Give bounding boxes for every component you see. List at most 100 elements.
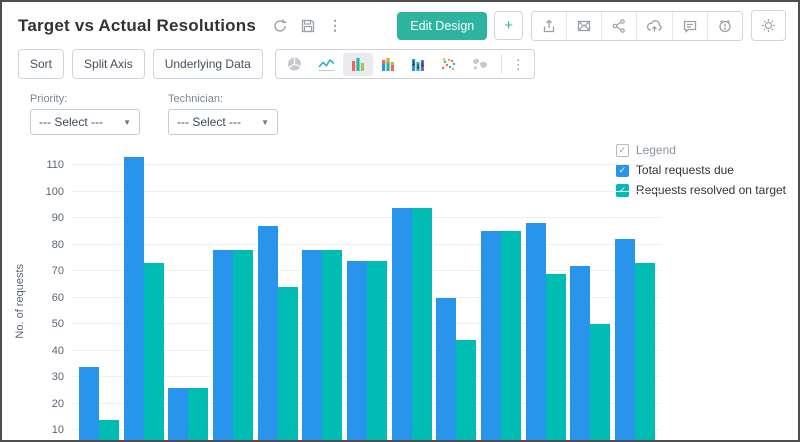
refresh-icon[interactable] [272,18,288,34]
bar[interactable] [391,207,412,440]
stacked-bar-chart-icon[interactable] [373,53,403,76]
cloud-upload-button[interactable] [636,11,672,40]
scatter-chart-icon[interactable] [433,53,464,76]
legend-title: Legend [635,143,676,157]
y-axis-title: No. of requests [14,263,26,339]
bar[interactable] [143,263,164,440]
bar-group [79,366,119,440]
bar[interactable] [322,249,343,440]
bar-group [436,297,477,440]
chart-type-divider [500,54,502,74]
legend-item[interactable]: ✓ Total requests due [615,163,786,177]
bar[interactable] [480,231,501,440]
bar[interactable] [212,249,233,440]
bars-row [72,157,662,440]
gear-icon [760,17,777,34]
bar[interactable] [590,324,611,440]
bar-group [480,231,521,440]
bar[interactable] [188,388,209,440]
y-axis-ticks: 0102030405060708090100110 [28,145,72,440]
plot-area: Jan 2018Feb 2018Mar 2018Apr 2018May 2018… [72,145,662,440]
bar[interactable] [545,273,566,440]
y-tick-label: 110 [46,159,64,171]
bar[interactable] [570,265,591,440]
chart-legend: ✓ Legend ✓ Total requests due ✓ Requests reso… [615,143,786,203]
bar[interactable] [411,207,432,440]
toolbar-buttons: Sort Split Axis Underlying Data [18,49,263,79]
y-tick-label: 80 [51,238,64,251]
bar[interactable] [456,340,477,440]
chevron-down-icon: ▼ [123,117,131,127]
bar[interactable] [123,157,144,440]
bar[interactable] [257,226,278,440]
toolbar-button-underlying-data[interactable]: Underlying Data [152,49,263,79]
filter-priority: Priority: --- Select --- ▼ [30,93,140,135]
toolbar-button-sort[interactable]: Sort [18,49,65,79]
share-button[interactable] [601,11,636,40]
series-checkbox[interactable]: ✓ [615,183,629,197]
filter-select-priority[interactable]: --- Select --- ▼ [30,109,140,135]
filter-select-technician[interactable]: --- Select --- ▼ [168,109,278,135]
bar[interactable] [634,263,655,440]
email-button[interactable] [566,11,601,40]
bar[interactable] [436,297,457,440]
alarm-button[interactable] [707,11,742,40]
chart-section: ✓ Legend ✓ Total requests due ✓ Requests reso… [2,143,798,440]
bar-group [525,223,566,440]
bar-group [168,388,209,440]
legend-item[interactable]: ✓ Requests resolved on target [615,183,786,197]
add-button[interactable]: + [494,11,523,40]
filter-label-priority: Priority: [30,93,68,105]
legend-toggle[interactable]: ✓ Legend [615,143,786,157]
alarm-icon [717,18,733,34]
bar[interactable] [614,239,635,440]
y-tick-label: 50 [51,318,64,331]
chart-type-more-icon[interactable]: ⋮ [511,56,525,72]
legend-item-label: Requests resolved on target [635,183,786,197]
bar[interactable] [99,419,119,440]
save-icon[interactable] [300,18,316,34]
bar[interactable] [366,260,387,440]
toolbar: Sort Split Axis Underlying Data ⋮ [2,43,798,85]
pie-chart-icon [279,52,310,76]
bar-group [391,207,432,440]
line-chart-icon[interactable] [310,53,343,76]
comment-button[interactable] [672,11,707,40]
filter-technician: Technician: --- Select --- ▼ [168,93,278,135]
y-tick-label: 30 [51,371,64,384]
map-chart-icon [464,53,497,75]
pareto-chart-icon[interactable] [403,53,433,76]
page-title: Target vs Actual Resolutions [18,15,256,35]
legend-checkbox[interactable]: ✓ [615,143,629,157]
export-button[interactable] [532,11,566,40]
bar[interactable] [277,287,298,440]
bar-group [302,249,343,440]
bar[interactable] [525,223,546,440]
y-tick-label: 10 [51,424,64,437]
bar[interactable] [302,249,323,440]
bar-group [570,265,611,440]
export-icon [541,18,557,34]
bar-group [257,226,298,440]
y-tick-label: 100 [45,185,64,198]
edit-design-button[interactable]: Edit Design [397,11,488,40]
bar[interactable] [79,366,99,440]
bar[interactable] [500,231,521,440]
bar[interactable] [346,260,367,440]
filter-label-technician: Technician: [168,93,224,105]
kebab-icon[interactable]: ⋮ [327,17,342,33]
legend-item-label: Total requests due [635,163,734,177]
bar[interactable] [232,249,253,440]
share-icon [611,18,627,34]
settings-button[interactable] [751,10,786,41]
bar-group [123,157,164,440]
bar-group [346,260,387,440]
header: Target vs Actual Resolutions ⋮ Edit Desi… [2,2,798,43]
bar-group [212,249,253,440]
toolbar-button-split-axis[interactable]: Split Axis [72,49,145,79]
comment-icon [682,18,698,34]
bar[interactable] [168,388,189,440]
bar-group [614,239,655,440]
bar-chart-icon[interactable] [342,52,373,76]
